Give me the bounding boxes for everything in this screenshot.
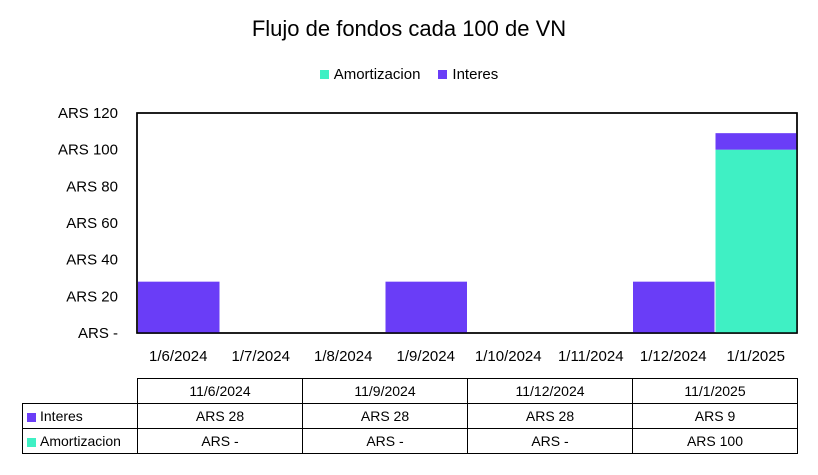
table-cell: ARS 100 (632, 428, 798, 454)
table-cell: ARS 28 (467, 403, 633, 429)
table-row-label: Interes (22, 403, 138, 429)
y-tick-label: ARS - (78, 325, 118, 342)
x-tick-label: 1/8/2024 (314, 348, 372, 365)
table-row-interes: Interes ARS 28 ARS 28 ARS 28 ARS 9 (22, 403, 798, 429)
x-tick-label: 1/6/2024 (149, 348, 207, 365)
x-tick-label: 1/11/2024 (558, 348, 624, 365)
bar-interes (385, 281, 467, 333)
table-cell: ARS 28 (137, 403, 303, 429)
table-cell: ARS - (467, 428, 633, 454)
chart-plot: ARS - ARS 20 ARS 40 ARS 60 ARS 80 ARS 100 ARS … (58, 105, 798, 365)
table-header-row: 11/6/2024 11/9/2024 11/12/2024 11/1/2025 (23, 378, 798, 404)
legend-item-interes: Interes (438, 66, 498, 83)
row-swatch-interes (27, 413, 36, 422)
legend-label-interes: Interes (452, 66, 499, 83)
table-date-cell: 11/6/2024 (137, 378, 303, 404)
legend-swatch-interes (438, 70, 448, 79)
table-date-cell: 11/1/2025 (632, 378, 798, 404)
legend-item-amortizacion: Amortizacion (319, 66, 421, 83)
x-tick-label: 1/12/2024 (640, 348, 707, 365)
table-cell: ARS - (302, 428, 468, 454)
row-label-amortizacion: Amortizacion (40, 433, 121, 449)
bar-interes (633, 281, 715, 333)
row-swatch-amortizacion (27, 438, 36, 447)
y-tick-label: ARS 60 (66, 215, 118, 232)
table-cell: ARS - (137, 428, 303, 454)
table-cell: ARS 9 (632, 403, 798, 429)
table-corner (23, 379, 138, 404)
x-tick-label: 1/9/2024 (397, 348, 455, 365)
bar-interes (138, 281, 220, 333)
bar-amortizacion (715, 149, 797, 333)
plot-area-border-top (136, 112, 798, 334)
cashflow-table: 11/6/2024 11/9/2024 11/12/2024 11/1/2025… (22, 378, 798, 454)
x-tick-label: 1/1/2025 (727, 348, 785, 365)
x-tick-label: 1/7/2024 (232, 348, 290, 365)
legend-swatch-amortizacion (319, 70, 329, 79)
y-tick-label: ARS 20 (66, 288, 118, 305)
y-tick-label: ARS 80 (66, 178, 118, 195)
table-date-cell: 11/9/2024 (302, 378, 468, 404)
bar-interes (715, 133, 797, 150)
table-date-cell: 11/12/2024 (467, 378, 633, 404)
row-label-interes: Interes (40, 408, 83, 424)
chart-title: Flujo de fondos cada 100 de VN (251, 16, 567, 41)
x-tick-label: 1/10/2024 (475, 348, 542, 365)
table-cell: ARS 28 (302, 403, 468, 429)
table-row-label: Amortizacion (22, 428, 138, 454)
y-tick-label: ARS 40 (66, 252, 118, 269)
y-tick-label: ARS 120 (58, 105, 118, 122)
y-tick-label: ARS 100 (58, 142, 118, 159)
legend-label-amortizacion: Amortizacion (333, 66, 421, 83)
table-row-amortizacion: Amortizacion ARS - ARS - ARS - ARS 100 (22, 428, 798, 454)
chart-legend: Amortizacion Interes (0, 66, 818, 83)
